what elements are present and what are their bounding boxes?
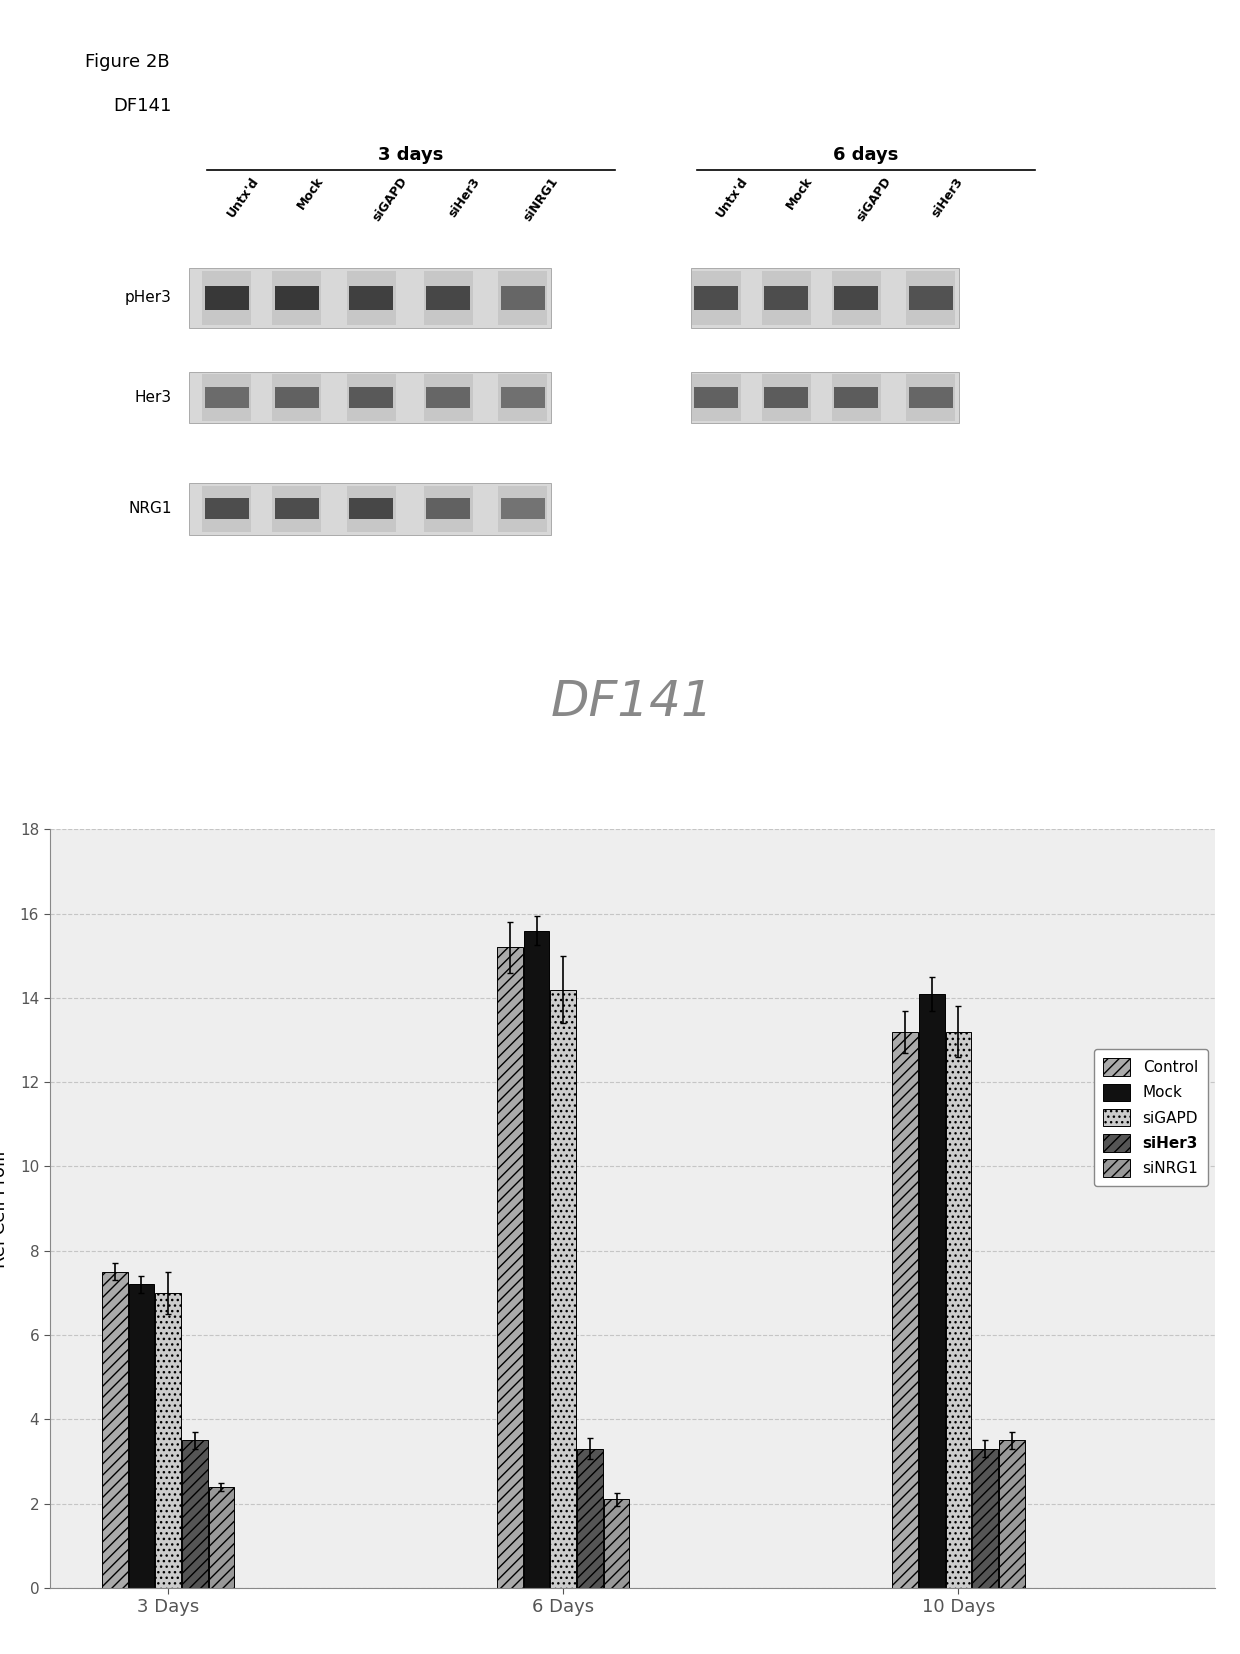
Text: 3 days: 3 days [378, 147, 444, 164]
Bar [424, 374, 472, 420]
Bar [909, 387, 952, 407]
Text: siGAPD: siGAPD [371, 175, 410, 223]
Bar [155, 1293, 181, 1588]
Bar [202, 271, 252, 324]
Bar [427, 286, 470, 309]
Bar [999, 1441, 1024, 1588]
Bar [832, 374, 880, 420]
Bar [694, 387, 738, 407]
Text: siNRG1: siNRG1 [522, 175, 562, 223]
Bar [604, 1500, 630, 1588]
Bar [497, 948, 523, 1588]
Bar [275, 387, 319, 407]
Text: 6 days: 6 days [833, 147, 898, 164]
Text: DF141: DF141 [551, 678, 714, 726]
Bar [129, 1285, 154, 1588]
Bar [761, 374, 811, 420]
Text: NRG1: NRG1 [129, 501, 172, 516]
Bar [273, 271, 321, 324]
Text: Untx'd: Untx'd [224, 175, 262, 220]
Bar [273, 374, 321, 420]
Bar [347, 486, 396, 533]
Bar [692, 271, 740, 324]
Bar [275, 498, 319, 519]
Bar [275, 286, 319, 309]
Bar [205, 286, 249, 309]
Bar [906, 271, 955, 324]
Text: DF141: DF141 [114, 98, 172, 114]
Text: Mock: Mock [784, 175, 816, 212]
Bar [427, 387, 470, 407]
Bar [551, 989, 577, 1588]
Bar [102, 1272, 128, 1588]
Bar [202, 486, 252, 533]
Bar [498, 374, 547, 420]
Bar [182, 1441, 207, 1588]
Bar [202, 374, 252, 420]
Bar [190, 372, 551, 423]
Bar [205, 498, 249, 519]
Bar [694, 286, 738, 309]
Bar [501, 387, 544, 407]
Bar [427, 498, 470, 519]
Bar [273, 486, 321, 533]
Bar [350, 286, 393, 309]
Bar [946, 1032, 971, 1588]
Y-axis label: Rel Cell Prolif: Rel Cell Prolif [0, 1150, 9, 1269]
Bar [523, 931, 549, 1588]
Bar [691, 372, 959, 423]
Bar [501, 286, 544, 309]
Bar [347, 374, 396, 420]
Bar [347, 271, 396, 324]
Bar [498, 271, 547, 324]
Text: siHer3: siHer3 [446, 175, 482, 220]
Bar [764, 387, 808, 407]
Text: siHer3: siHer3 [930, 175, 966, 220]
Bar [691, 268, 959, 327]
Bar [764, 286, 808, 309]
Bar [893, 1032, 918, 1588]
Bar [501, 498, 544, 519]
Bar [424, 486, 472, 533]
Bar [498, 486, 547, 533]
Bar [350, 387, 393, 407]
Legend: Control, Mock, siGAPD, siHer3, siNRG1: Control, Mock, siGAPD, siHer3, siNRG1 [1094, 1049, 1208, 1186]
Bar [832, 271, 880, 324]
Bar [692, 374, 740, 420]
Text: Untx'd: Untx'd [714, 175, 751, 220]
Bar [906, 374, 955, 420]
Text: siGAPD: siGAPD [854, 175, 894, 223]
Bar [972, 1449, 998, 1588]
Bar [350, 498, 393, 519]
Bar [577, 1449, 603, 1588]
Text: Figure 2B: Figure 2B [84, 53, 169, 71]
Bar [208, 1487, 234, 1588]
Bar [190, 483, 551, 534]
Bar [424, 271, 472, 324]
Text: Mock: Mock [294, 175, 326, 212]
Bar [919, 994, 945, 1588]
Bar [835, 387, 878, 407]
Bar [909, 286, 952, 309]
Text: Her3: Her3 [135, 390, 172, 405]
Bar [190, 268, 551, 327]
Text: pHer3: pHer3 [125, 291, 172, 306]
Bar [835, 286, 878, 309]
Bar [761, 271, 811, 324]
Bar [205, 387, 249, 407]
